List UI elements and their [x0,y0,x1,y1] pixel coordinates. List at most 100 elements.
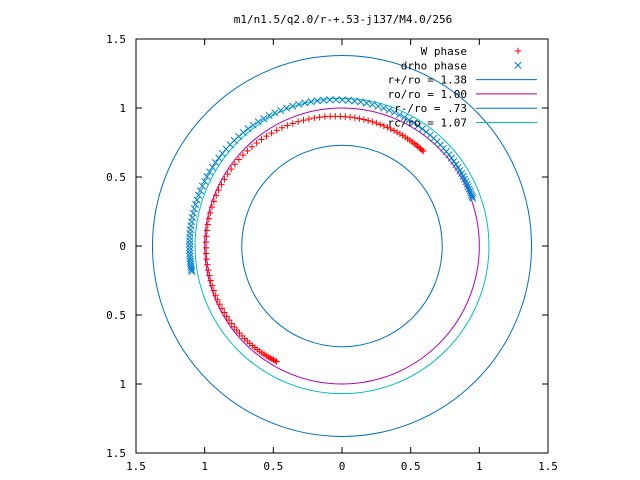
w-phase-point [212,192,220,199]
drho-phase-point [186,252,194,260]
drho-phase-point [374,102,382,110]
w-phase-point [203,227,211,234]
drho-phase-point [450,157,458,165]
drho-phase-point [368,101,376,109]
w-phase-point [239,151,247,159]
drho-phase-point [467,189,475,197]
drho-phase-point [188,213,196,222]
drho-phase-point [186,240,194,248]
w-phase-point [215,186,222,194]
w-phase-point [205,266,212,274]
w-phase-point [207,277,214,284]
drho-phase-point [357,98,365,106]
drho-phase-point [206,168,214,176]
w-phase-point [263,132,270,140]
drho-phase-point [390,108,398,116]
drho-phase-point [190,205,198,213]
x-tick-label: 0.5 [401,460,421,473]
w-phase-point [210,287,218,294]
drho-phase-point [186,237,194,245]
w-phase-point [244,147,251,155]
w-phase-point [231,323,238,331]
w-phase-point [208,203,216,211]
drho-phase-point [239,128,247,137]
legend-marker [514,47,522,55]
w-phase-point [203,255,210,263]
w-phase-point [369,118,376,125]
w-phase-point [225,316,233,324]
drho-phase-point [452,160,460,168]
w-phase-point [223,313,230,320]
w-phase-point [278,124,286,131]
w-phase-point [207,209,214,217]
w-phase-point [202,238,210,246]
legend-label: drho phase [401,59,467,72]
w-phase-point [289,120,296,127]
drho-phase-point [344,96,353,104]
x-tick-label: 1.5 [538,460,558,473]
w-phase-point [387,125,394,133]
w-phase-point [216,301,223,308]
drho-phase-point [301,99,309,107]
w-phase-point [253,139,260,147]
w-phase-point [209,282,216,289]
drho-phase-point [271,109,279,117]
w-phase-point [300,117,307,124]
drho-phase-point [260,114,268,123]
drho-phase-point [363,99,371,107]
w-phase-point [206,272,213,279]
drho-phase-point [418,125,426,133]
drho-phase-point [395,111,404,119]
drho-phase-point [193,196,201,204]
x-tick-label: 1.5 [126,460,146,473]
plot-area [151,55,533,437]
drho-phase-point [447,154,456,162]
w-phase-point [271,357,279,365]
w-phase-point [202,244,210,252]
w-phase-point [311,114,318,122]
axes: 1.5 1 0.5 0 0.5 1 1.51.510.500.511.5 [106,33,558,473]
drho-phase-point [192,200,200,208]
w-phase-point [258,136,265,143]
drho-phase-point [338,96,346,104]
w-phase-point [203,233,210,240]
drho-phase-point [410,119,418,127]
w-phase-point [294,118,302,125]
w-phase-point [376,121,384,128]
y-tick-label: 1 [119,102,126,115]
drho-phase-point [189,209,197,217]
y-tick-label: 1.5 [106,447,126,460]
drho-phase-point [414,122,422,130]
drho-phase-point [195,191,203,199]
drho-phase-point [469,194,477,202]
y-tick-label: 1 [119,378,126,391]
w-phase-point [212,292,219,299]
drho-phase-point [249,121,257,129]
legend-label: r-/ro = .73 [394,102,467,115]
w-phase-point [346,113,354,121]
drho-phase-point [244,125,252,133]
drho-phase-point [307,98,315,106]
x-tick-label: 1 [201,460,208,473]
drho-phase-point [326,96,334,104]
w-phase-point [380,122,388,130]
w-phase-point [221,309,228,316]
drho-phase-point [320,96,328,104]
w-phase-point [203,250,210,257]
drho-phase-point [186,246,194,255]
drho-phase-point [196,187,204,195]
drho-phase-point [186,255,194,263]
drho-phase-point [313,97,321,105]
w-phase-point [214,296,221,304]
drho-phase-point [212,159,220,167]
drho-phase-point [468,193,476,201]
plot-frame [135,38,549,454]
drho-phase-point [400,113,408,121]
drho-phase-point [463,180,471,188]
drho-phase-point [445,151,453,159]
drho-phase-point [208,163,217,171]
drho-phase-point [198,182,206,190]
